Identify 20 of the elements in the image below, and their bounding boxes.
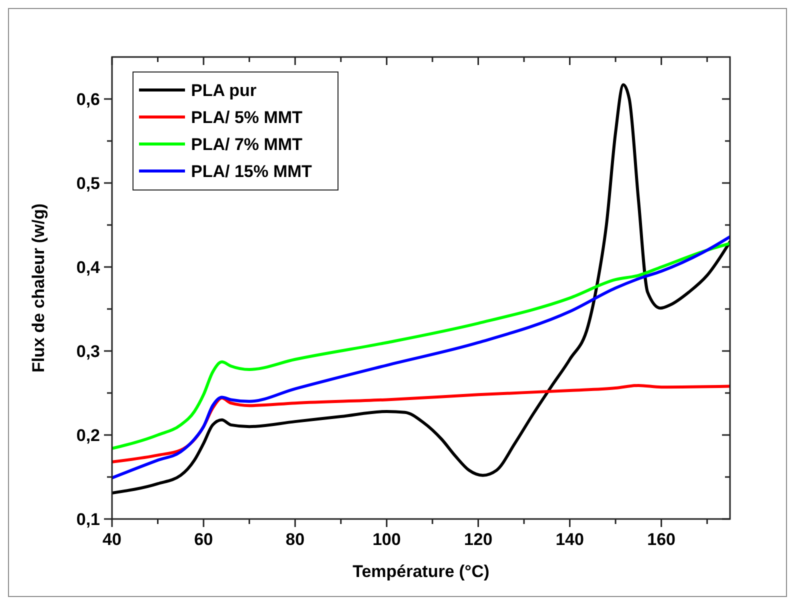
x-axis-title: Température (°C) (352, 562, 490, 581)
y-tick-label: 0,1 (76, 510, 100, 529)
y-tick-label: 0,3 (76, 342, 100, 361)
x-tick-label: 140 (556, 530, 584, 549)
legend-label: PLA pur (191, 80, 257, 100)
y-axis-title: Flux de chaleur (w/g) (29, 203, 48, 373)
y-tick-label: 0,4 (76, 258, 101, 277)
y-tick-label: 0,6 (76, 90, 100, 109)
x-tick-label: 60 (194, 530, 214, 549)
line-series (112, 83, 730, 494)
legend-label: PLA/ 5% MMT (191, 108, 304, 127)
x-tick-label: 80 (286, 530, 305, 549)
y-tick-label: 0,2 (76, 426, 100, 445)
x-tick-label: 100 (372, 530, 401, 549)
legend-label: PLA/ 15% MMT (191, 162, 313, 181)
legend-label: PLA/ 7% MMT (191, 134, 304, 154)
x-tick-label: 120 (464, 530, 492, 549)
x-tick-label: 160 (647, 530, 676, 549)
y-tick-label: 0,5 (76, 174, 100, 193)
x-tick-label: 40 (102, 530, 122, 549)
